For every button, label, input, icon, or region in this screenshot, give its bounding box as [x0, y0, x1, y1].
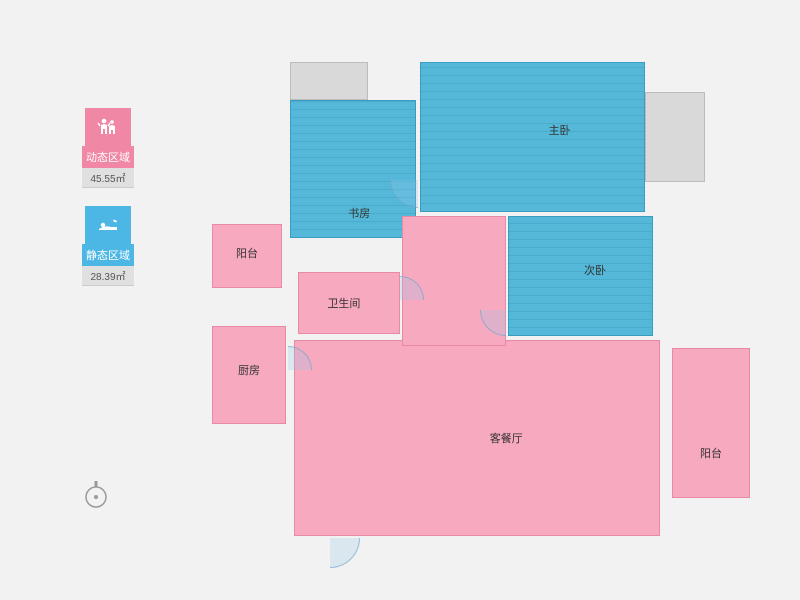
room-study — [290, 100, 416, 238]
legend-static: 静态区域 28.39㎡ — [78, 206, 138, 286]
room-living — [294, 340, 660, 536]
room-balcony_e — [672, 348, 750, 498]
people-icon — [85, 108, 131, 146]
room-second_bedroom — [508, 216, 653, 336]
legend-dynamic: 动态区域 45.55㎡ — [78, 108, 138, 188]
legend-static-title: 静态区域 — [82, 244, 134, 266]
compass-icon — [80, 478, 112, 510]
room-kitchen — [212, 326, 286, 424]
room-balcony_nw — [212, 224, 282, 288]
legend-static-value: 28.39㎡ — [82, 266, 134, 286]
exterior-block — [290, 62, 368, 100]
exterior-block — [645, 92, 705, 182]
floorplan: 主卧书房次卧阳台卫生间厨房客餐厅阳台 — [200, 40, 760, 560]
legend-dynamic-value: 45.55㎡ — [82, 168, 134, 188]
room-master_bedroom — [420, 62, 645, 212]
room-bathroom — [298, 272, 400, 334]
sleep-icon — [85, 206, 131, 244]
legend-dynamic-title: 动态区域 — [82, 146, 134, 168]
legend-panel: 动态区域 45.55㎡ 静态区域 28.39㎡ — [78, 108, 138, 304]
room-living_upper — [402, 216, 506, 346]
